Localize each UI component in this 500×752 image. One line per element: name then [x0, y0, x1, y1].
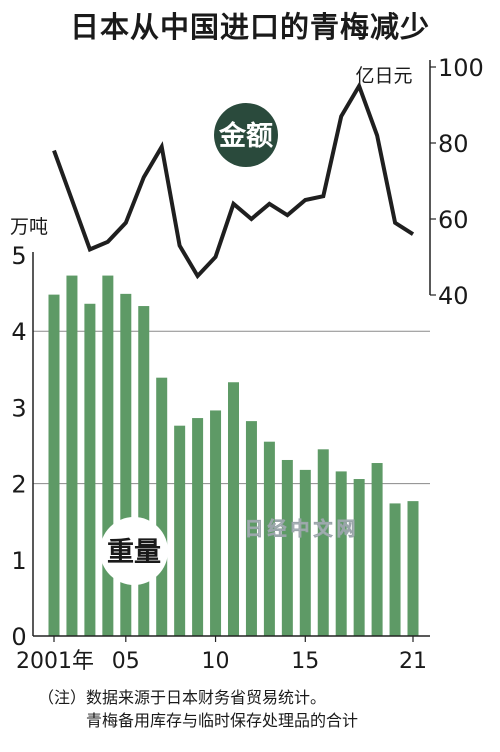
bar-2018: [353, 479, 365, 636]
bar-2016: [317, 449, 329, 636]
right-tick-label-40: 40: [438, 282, 469, 310]
bar-2002: [66, 275, 78, 636]
weight-badge-label: 重量: [107, 537, 161, 568]
bar-2020: [389, 503, 401, 636]
x-tick-label-2010: 10: [202, 649, 230, 674]
bar-2012: [245, 421, 257, 636]
right-tick-label-100: 100: [438, 54, 484, 82]
left-tick-label-3: 3: [11, 394, 26, 422]
x-axis: 2001年 05 10 15 21: [16, 635, 430, 674]
right-tick-label-60: 60: [438, 206, 469, 234]
x-tick-label-2015: 15: [291, 649, 319, 674]
weight-bars: [48, 275, 419, 636]
x-tick-label-2005: 05: [112, 649, 140, 674]
weight-badge: [100, 517, 168, 585]
right-tick-label-80: 80: [438, 130, 469, 158]
right-axis-unit: 亿日元: [355, 65, 412, 87]
source-note-line2: 青梅备用库存与临时保存处理品的合计: [86, 711, 359, 730]
left-tick-label-4: 4: [11, 318, 26, 346]
amount-line: [52, 81, 415, 280]
right-axis: 40 60 80 100 亿日元: [355, 54, 483, 310]
x-tick-label-2021: 21: [399, 649, 427, 674]
x-tick-label-2001: 2001年: [16, 649, 94, 674]
source-note-line1: （注）数据来源于日本财务省贸易统计。: [38, 688, 327, 707]
bar-2009: [192, 418, 204, 636]
bar-2019: [371, 463, 383, 636]
chart-title: 日本从中国进口的青梅减少: [69, 10, 430, 44]
amount-badge-label: 金额: [218, 120, 273, 152]
bar-2004: [102, 275, 114, 636]
bar-2003: [84, 303, 96, 636]
left-tick-label-5: 5: [11, 242, 26, 270]
left-axis-unit: 万吨: [10, 216, 48, 238]
bar-2008: [174, 425, 186, 636]
left-axis: 0 1 2 3 4 5 万吨: [10, 216, 48, 651]
bar-2014: [281, 459, 293, 636]
bar-2015: [299, 469, 311, 636]
bar-2021: [407, 501, 419, 636]
bar-2005: [120, 293, 132, 636]
amount-badge: [214, 103, 278, 167]
bar-2013: [263, 441, 275, 636]
left-tick-label-1: 1: [11, 547, 26, 575]
bar-2011: [228, 382, 239, 636]
bar-2017: [335, 471, 347, 636]
bar-2007: [156, 377, 168, 636]
bar-2010: [210, 410, 222, 636]
bar-2001: [48, 294, 60, 636]
left-tick-label-0: 0: [11, 623, 26, 651]
bar-2006: [138, 306, 150, 636]
watermark: 日经中文网: [244, 517, 359, 540]
left-tick-label-2: 2: [11, 471, 26, 499]
